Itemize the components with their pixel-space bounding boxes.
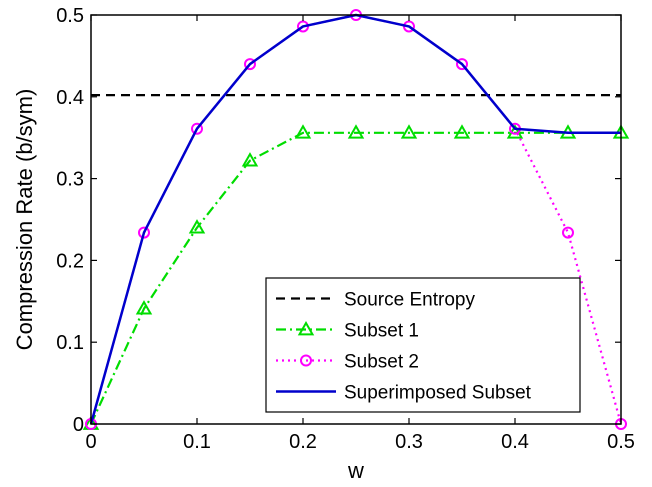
- legend-label-3: Superimposed Subset: [344, 383, 532, 404]
- y-tick-label-0: 0: [73, 414, 84, 436]
- legend-box: [265, 277, 581, 413]
- y-axis-title: Compression Rate (b/sym): [12, 89, 37, 351]
- series-1-point-6: [400, 124, 418, 139]
- series-1-point-3: [241, 152, 259, 167]
- series-2-point-2: [191, 122, 203, 135]
- legend-label-1: Subset 1: [344, 321, 419, 342]
- series-1-point-7: [453, 124, 471, 139]
- y-tick-label-2: 0.2: [56, 250, 84, 272]
- legend-item-1: Subset 1: [276, 321, 419, 342]
- series-2-point-9: [562, 226, 574, 239]
- x-tick-label-2: 0.2: [289, 431, 317, 453]
- y-tick-label-5: 0.5: [56, 5, 84, 27]
- legend-marker-2: [300, 354, 312, 367]
- series-line-1: [90, 131, 621, 425]
- series-2-point-7: [456, 58, 468, 71]
- series-1-point-5: [347, 124, 365, 139]
- legend-marker-1: [297, 320, 315, 336]
- x-axis-title: w: [347, 458, 364, 483]
- series-1-point-2: [188, 219, 206, 234]
- x-tick-label-4: 0.4: [501, 431, 529, 453]
- legend-item-2: Subset 2: [276, 352, 419, 373]
- axes: 0 0.1 0.2 0.3 0.4 0.5 0 0.1 0.2 0.3 0.4 0.5: [56, 5, 635, 453]
- series-1-point-1: [135, 300, 153, 315]
- legend: Source Entropy Subset 1 Subset 2 Superimpos…: [265, 277, 581, 413]
- series-2-point-1: [138, 226, 150, 239]
- y-tick-label-3: 0.3: [56, 169, 84, 191]
- y-tick-label-1: 0.1: [56, 332, 84, 354]
- legend-label-0: Source Entropy: [344, 290, 475, 311]
- series-1-point-4: [294, 124, 312, 139]
- y-tick-label-4: 0.4: [56, 87, 84, 109]
- x-tick-label-1: 0.1: [183, 431, 211, 453]
- x-tick-label-0: 0: [85, 431, 96, 453]
- legend-label-2: Subset 2: [344, 352, 419, 373]
- x-tick-label-3: 0.3: [395, 431, 423, 453]
- x-tick-label-5: 0.5: [607, 431, 635, 453]
- legend-item-3: Superimposed Subset: [276, 383, 532, 404]
- legend-item-0: Source Entropy: [276, 290, 475, 311]
- axes-frame: [90, 14, 622, 425]
- series-2-point-3: [244, 58, 256, 71]
